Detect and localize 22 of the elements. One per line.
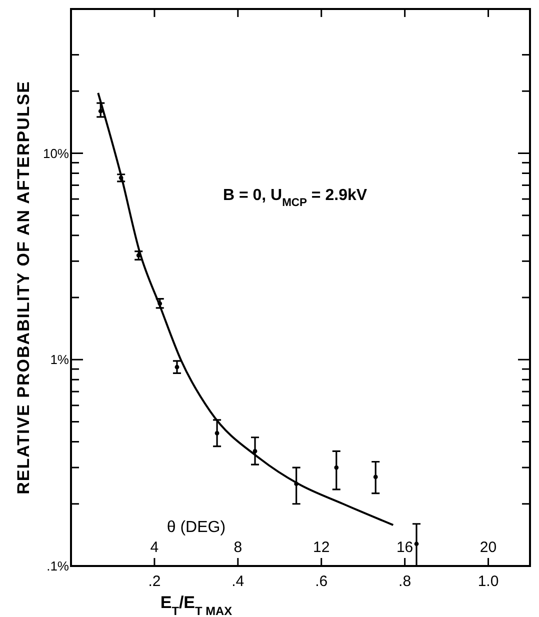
y-tick-label: .1% [46,558,70,574]
x-tick-label: .8 [398,573,412,590]
annotation: B = 0, U$_{MCP}$ = 2.9kV [222,187,368,209]
y-tick-label: 10% [42,146,70,161]
y-tick-label: 1% [50,352,70,368]
x-tick-label: .6 [315,573,328,590]
x2-tick-label: 16 [396,539,414,556]
x2-tick-label: 4 [150,539,159,556]
x2-tick-label: 12 [313,539,330,556]
x-axis-title: E$_{T}$/E$_{T MAX}$ [160,593,232,617]
point [214,431,220,436]
point [373,474,378,480]
x2-axis-title: θ (DEG) [166,519,226,536]
point [334,465,339,470]
point [252,448,258,454]
x2-tick-label: 20 [480,539,497,556]
x-tick-label: .2 [148,573,161,590]
x-tick-label: 1.0 [478,573,499,590]
x-tick-label: .4 [232,573,244,590]
point [414,542,419,546]
y-axis-title: RELATIVE PROBABILITY OF AN AFTERPULSE [14,80,33,494]
x2-tick-label: 8 [234,539,242,556]
